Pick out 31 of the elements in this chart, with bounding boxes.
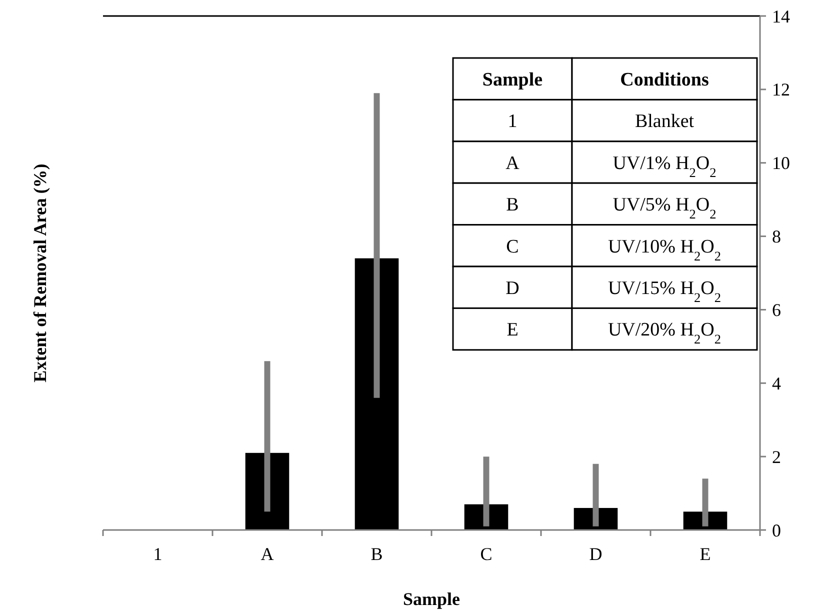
x-axis-title: Sample <box>402 589 460 609</box>
y-tick-label: 6 <box>772 300 781 320</box>
annotation: Sample <box>482 70 543 90</box>
y-tick-label: 10 <box>772 153 790 174</box>
x-tick-label: B <box>370 544 383 564</box>
y-tick-label: 2 <box>772 446 781 467</box>
annotation: UV/15% H$_{2}$O$_{2}$ <box>608 278 722 304</box>
annotation: C <box>506 236 519 258</box>
x-tick-label: 1 <box>153 544 162 564</box>
x-tick-label: A <box>260 544 274 564</box>
annotation: Conditions <box>620 70 709 90</box>
annotation: A <box>506 152 520 174</box>
annotation: UV/5% H$_{2}$O$_{2}$ <box>612 194 716 222</box>
annotation: E <box>506 320 518 341</box>
y-tick-label: 8 <box>772 226 781 247</box>
annotation: Blanket <box>634 111 695 132</box>
annotation: UV/10% H$_{2}$O$_{2}$ <box>608 236 722 263</box>
annotation: D <box>506 278 520 299</box>
x-tick-label: D <box>589 544 602 564</box>
annotation: B <box>506 194 519 216</box>
y-tick-label: 4 <box>772 373 781 394</box>
bar <box>354 258 399 530</box>
x-tick-label: C <box>480 544 492 564</box>
y-tick-label: 14 <box>772 6 790 26</box>
y-tick-label: 0 <box>772 520 781 540</box>
annotation: UV/20% H$_{2}$O$_{2}$ <box>608 320 722 346</box>
y-axis-title: Extent of Removal Area (%) <box>30 164 50 382</box>
y-tick-label: 12 <box>772 80 790 100</box>
x-tick-label: E <box>700 544 711 564</box>
annotation: 1 <box>508 111 518 132</box>
annotation: UV/1% H$_{2}$O$_{2}$ <box>612 152 716 180</box>
